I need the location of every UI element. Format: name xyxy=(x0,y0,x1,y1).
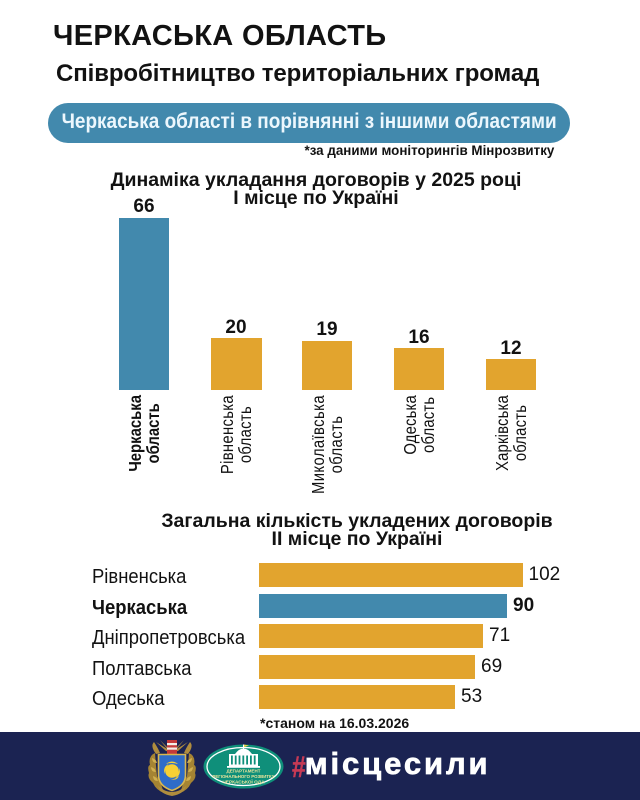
svg-text:ДЕПАРТАМЕНТ: ДЕПАРТАМЕНТ xyxy=(227,769,261,775)
svg-text:РЕГІОНАЛЬНОГО РОЗВИТКУ: РЕГІОНАЛЬНОГО РОЗВИТКУ xyxy=(213,774,276,780)
svg-text:ЧЕРКАСЬКОЇ ОДА: ЧЕРКАСЬКОЇ ОДА xyxy=(223,779,266,786)
